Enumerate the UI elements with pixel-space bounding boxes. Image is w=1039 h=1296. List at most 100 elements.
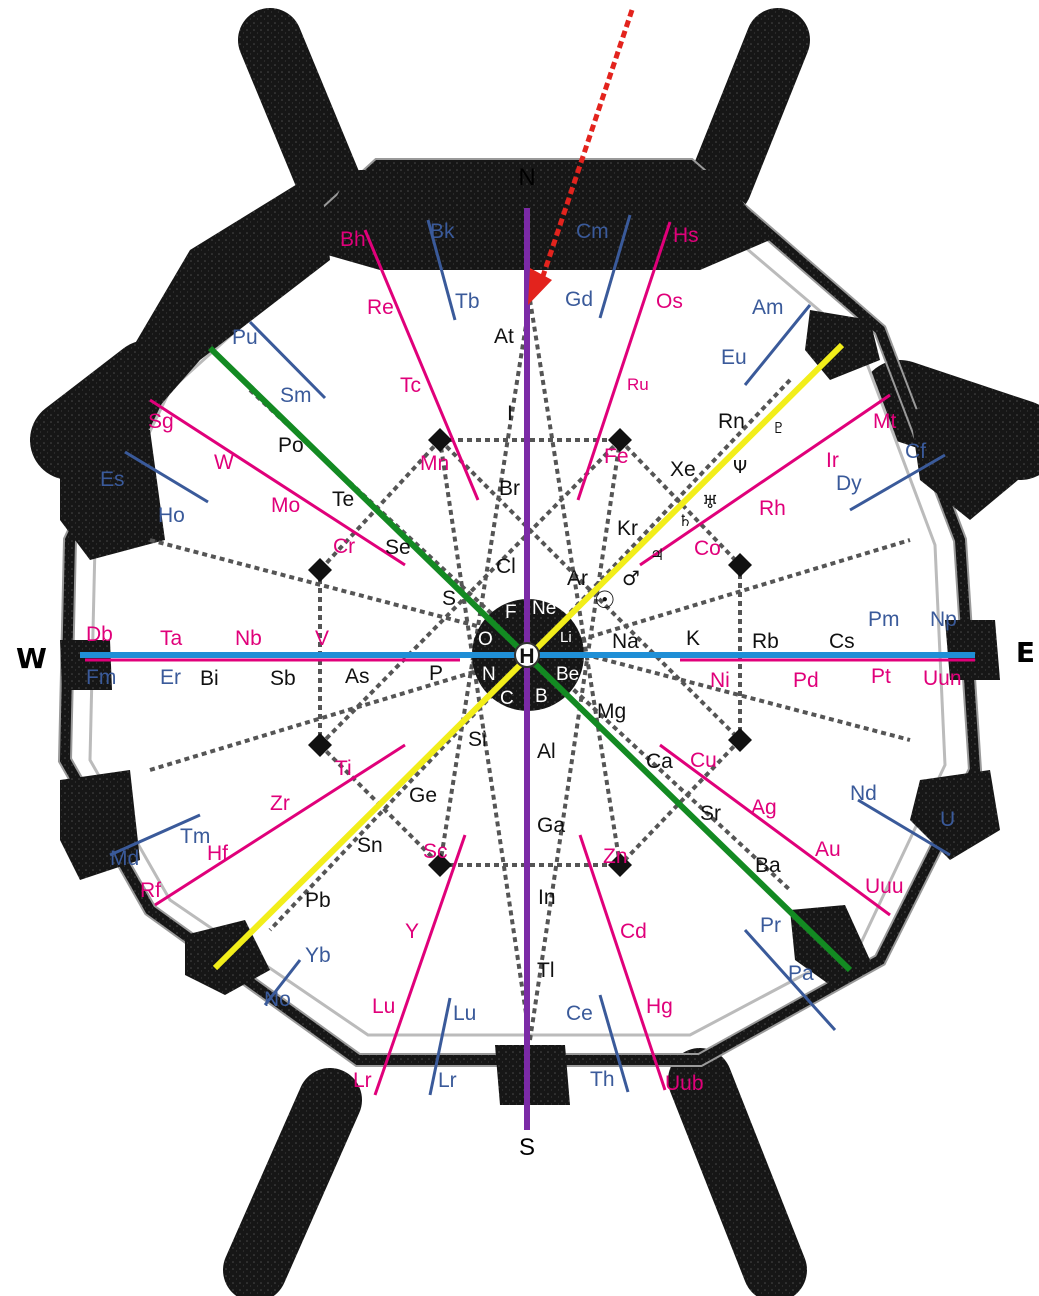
element-label: Ni — [710, 669, 730, 692]
element-label: Md — [110, 847, 139, 870]
element-label: Fe — [604, 445, 629, 468]
element-label: Bi — [200, 667, 219, 690]
element-label: Ce — [566, 1002, 593, 1025]
uranus-icon: ♅ — [702, 492, 718, 513]
saturn-icon: ♄ — [678, 511, 692, 530]
element-label: Dy — [836, 472, 862, 495]
element-label: Mt — [873, 410, 896, 433]
element-label: Uuu — [865, 875, 904, 898]
element-label: Ho — [158, 504, 185, 527]
element-label: Ag — [751, 796, 777, 819]
node-e-upper — [728, 553, 752, 577]
element-label: Pb — [305, 889, 331, 912]
element-label: Sc — [423, 840, 448, 863]
element-label: Cf — [905, 440, 926, 463]
element-label: Tl — [537, 959, 555, 982]
core-label: C — [500, 688, 514, 709]
element-label: Lu — [453, 1002, 476, 1025]
element-label: Rb — [752, 630, 779, 653]
element-label: Eu — [721, 346, 747, 369]
element-label: Hs — [673, 224, 699, 247]
element-label: Pt — [871, 665, 891, 688]
element-label: Er — [160, 666, 181, 689]
element-label: Sm — [280, 384, 312, 407]
element-label: Mo — [271, 494, 300, 517]
arrow-head-icon — [528, 268, 552, 305]
element-label: K — [686, 627, 700, 650]
e-block — [910, 400, 1030, 520]
element-label: Ta — [160, 627, 183, 650]
incoming-arrow — [528, 9, 635, 305]
element-label: I — [507, 402, 513, 425]
planet-symbols: ☉ ♂ ♃ ♄ ♅ Ψ ♇ — [594, 419, 785, 614]
element-label: Cd — [620, 920, 647, 943]
element-label: As — [345, 665, 370, 688]
blue-element-labels: Bk Tb Cm Gd Pu Sm Es Ho Am Eu Cf Dy Fm E… — [86, 220, 957, 1092]
element-label: Gd — [565, 288, 593, 311]
element-label: Tb — [455, 290, 480, 313]
element-label: Pa — [788, 962, 814, 985]
red-element-labels: Bh Re Tc Mn Hs Os Ru Fe Sg W Mo Cr Mt Ir… — [86, 224, 962, 1095]
element-label: Tm — [180, 825, 210, 848]
frame-blocks — [60, 170, 1030, 1105]
element-label: Ca — [646, 750, 673, 773]
octagon-frame — [59, 160, 981, 1065]
spoke-nw — [238, 8, 362, 217]
core-label: B — [535, 686, 548, 707]
element-label: U — [940, 808, 955, 831]
element-label: Pu — [232, 326, 258, 349]
red-lines — [85, 221, 975, 1096]
element-label: At — [494, 325, 514, 348]
sse-block — [790, 905, 870, 985]
element-label: Xe — [670, 458, 696, 481]
element-label: Bk — [430, 220, 455, 243]
core-label: O — [478, 629, 493, 650]
element-label: Sb — [270, 667, 296, 690]
element-label: Rh — [759, 497, 786, 520]
node-se — [608, 853, 632, 877]
spoke-sw — [223, 1068, 362, 1296]
core-label: N — [482, 664, 496, 685]
center-circle — [514, 642, 540, 668]
element-label: Br — [499, 477, 520, 500]
element-label: Hg — [646, 995, 673, 1018]
element-label: Am — [752, 296, 784, 319]
element-label: Db — [86, 623, 113, 646]
element-label: Uun — [923, 667, 962, 690]
element-label: Pr — [760, 914, 781, 937]
neptune-icon: Ψ — [733, 457, 747, 478]
element-label: Cu — [690, 749, 717, 772]
south-block — [495, 1045, 570, 1105]
element-label: Se — [385, 536, 411, 559]
jupiter-icon: ♃ — [650, 545, 664, 564]
element-label: Si — [468, 728, 487, 751]
element-label: Mn — [420, 452, 449, 475]
element-label: Es — [100, 468, 125, 491]
element-label: Nb — [235, 627, 262, 650]
element-label: Pm — [868, 608, 900, 631]
element-label: Lu — [372, 995, 395, 1018]
node-w-lower — [308, 733, 332, 757]
sun-icon: ☉ — [594, 586, 616, 614]
element-label: Cm — [576, 220, 609, 243]
element-label: Cl — [496, 555, 516, 578]
spoke-se — [668, 1048, 807, 1296]
element-label: Ir — [826, 449, 839, 472]
compass-south: S — [519, 1134, 535, 1161]
element-label: Tc — [400, 374, 421, 397]
element-label: Lr — [438, 1069, 457, 1092]
element-label: S — [442, 587, 456, 610]
element-label: Po — [278, 434, 304, 457]
element-label: Sn — [357, 834, 383, 857]
compass-west: W — [16, 642, 47, 675]
element-label: Te — [332, 488, 354, 511]
element-label: Na — [612, 630, 639, 653]
element-label: Mg — [597, 700, 626, 723]
center-label: H — [519, 645, 534, 668]
element-label: Al — [537, 740, 556, 763]
element-label: Y — [405, 920, 419, 943]
element-label: In — [538, 886, 556, 909]
compass-north: N — [518, 164, 535, 191]
compass-east: E — [1016, 636, 1035, 669]
element-label: Cs — [829, 630, 855, 653]
